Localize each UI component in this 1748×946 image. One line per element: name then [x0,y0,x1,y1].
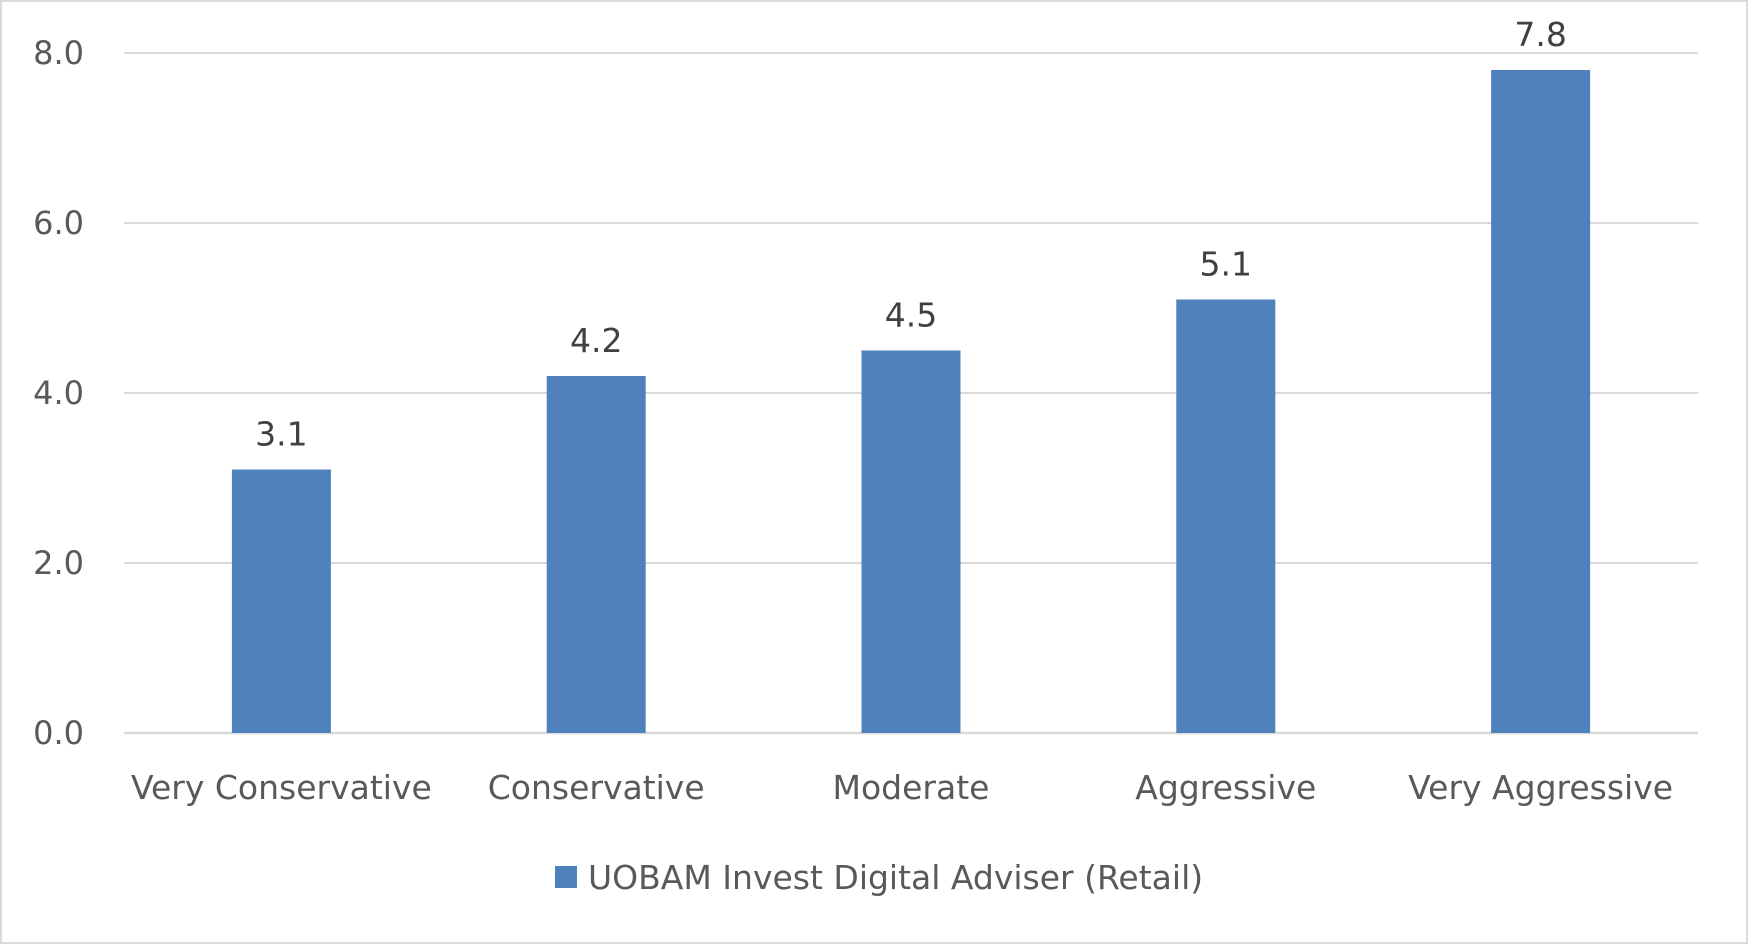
y-tick-label: 4.0 [33,374,84,412]
data-label: 3.1 [255,415,307,454]
legend-swatch [555,866,577,888]
bar [1491,70,1591,733]
data-label: 5.1 [1200,245,1252,284]
legend-label: UOBAM Invest Digital Adviser (Retail) [588,858,1203,897]
bar [546,376,646,733]
bar [861,350,961,733]
data-label: 4.2 [570,321,622,360]
bar [231,469,331,733]
y-tick-label: 2.0 [33,544,84,582]
y-tick-label: 0.0 [33,714,84,752]
y-tick-label: 6.0 [33,204,84,242]
y-tick-label: 8.0 [33,34,84,72]
x-tick-label: Moderate [833,768,990,807]
x-tick-label: Conservative [488,768,705,807]
data-label: 7.8 [1514,15,1566,54]
x-tick-label: Very Aggressive [1408,768,1673,807]
x-tick-label: Aggressive [1135,768,1316,807]
data-label: 4.5 [885,296,937,335]
x-tick-label: Very Conservative [131,768,432,807]
bar [1176,299,1276,733]
